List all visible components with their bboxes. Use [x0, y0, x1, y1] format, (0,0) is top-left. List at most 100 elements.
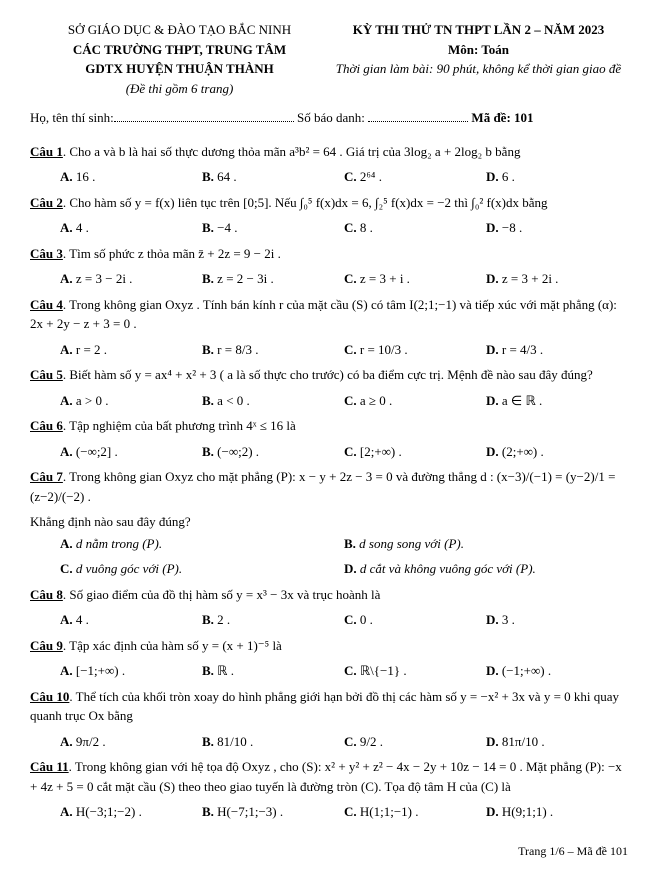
- time-limit: Thời gian làm bài: 90 phút, không kể thờ…: [329, 59, 628, 79]
- q9-label: Câu 9: [30, 638, 63, 653]
- q4-opt-a: A. r = 2 .: [60, 340, 202, 360]
- student-info: Họ, tên thí sinh: Số báo danh: Mã đề: 10…: [30, 108, 628, 128]
- q9-opt-b: B. ℝ .: [202, 661, 344, 681]
- issuer-line3: GDTX HUYỆN THUẬN THÀNH: [30, 59, 329, 79]
- q8-opt-c: C. 0 .: [344, 610, 486, 630]
- q5-text: . Biết hàm số y = ax⁴ + x² + 3 ( a là số…: [63, 367, 593, 382]
- q1-options: A. 16 . B. 64 . C. 2⁶⁴ . D. 6 .: [60, 167, 628, 187]
- q7-sub: Khẳng định nào sau đây đúng?: [30, 512, 628, 532]
- q4-opt-d: D. r = 4/3 .: [486, 340, 628, 360]
- page-footer: Trang 1/6 – Mã đề 101: [30, 842, 628, 860]
- q6-text: . Tập nghiệm của bất phương trình 4ˣ ≤ 1…: [63, 418, 296, 433]
- q2-opt-a: A. 4 .: [60, 218, 202, 238]
- q1-opt-d: D. 6 .: [486, 167, 628, 187]
- name-label: Họ, tên thí sinh:: [30, 110, 114, 125]
- q11-options: A. H(−3;1;−2) . B. H(−7;1;−3) . C. H(1;1…: [60, 802, 628, 822]
- q7-opt-d: D. d cắt và không vuông góc với (P).: [344, 559, 628, 579]
- question-11: Câu 11. Trong không gian với hệ tọa độ O…: [30, 757, 628, 796]
- q5-opt-b: B. a < 0 .: [202, 391, 344, 411]
- question-3: Câu 3. Tìm số phức z thỏa mãn z̄ + 2z = …: [30, 244, 628, 264]
- question-8: Câu 8. Số giao điểm của đồ thị hàm số y …: [30, 585, 628, 605]
- q8-options: A. 4 . B. 2 . C. 0 . D. 3 .: [60, 610, 628, 630]
- q5-opt-a: A. a > 0 .: [60, 391, 202, 411]
- q4-opt-b: B. r = 8/3 .: [202, 340, 344, 360]
- id-field: [368, 121, 468, 122]
- q3-opt-c: C. z = 3 + i .: [344, 269, 486, 289]
- question-1: Câu 1. Cho a và b là hai số thực dương t…: [30, 142, 628, 162]
- q5-label: Câu 5: [30, 367, 63, 382]
- q1-text: . Cho a và b là hai số thực dương thỏa m…: [63, 144, 521, 159]
- name-field: [114, 121, 294, 122]
- q6-opt-b: B. (−∞;2) .: [202, 442, 344, 462]
- q1-label: Câu 1: [30, 144, 63, 159]
- q7-options-row1: A. d nằm trong (P). B. d song song với (…: [60, 534, 628, 554]
- q5-opt-c: C. a ≥ 0 .: [344, 391, 486, 411]
- q11-opt-b: B. H(−7;1;−3) .: [202, 802, 344, 822]
- q7-label: Câu 7: [30, 469, 63, 484]
- q5-options: A. a > 0 . B. a < 0 . C. a ≥ 0 . D. a ∈ …: [60, 391, 628, 411]
- q9-options: A. [−1;+∞) . B. ℝ . C. ℝ\{−1} . D. (−1;+…: [60, 661, 628, 681]
- question-4: Câu 4. Trong không gian Oxyz . Tính bán …: [30, 295, 628, 334]
- q6-label: Câu 6: [30, 418, 63, 433]
- question-10: Câu 10. Thể tích của khối tròn xoay do h…: [30, 687, 628, 726]
- q3-opt-d: D. z = 3 + 2i .: [486, 269, 628, 289]
- q2-options: A. 4 . B. −4 . C. 8 . D. −8 .: [60, 218, 628, 238]
- q9-text: . Tập xác định của hàm số y = (x + 1)⁻⁵ …: [63, 638, 282, 653]
- id-label: Số báo danh:: [297, 110, 365, 125]
- q3-options: A. z = 3 − 2i . B. z = 2 − 3i . C. z = 3…: [60, 269, 628, 289]
- header-right: KỲ THI THỬ TN THPT LẦN 2 – NĂM 2023 Môn:…: [329, 20, 628, 98]
- q10-text: . Thể tích của khối tròn xoay do hình ph…: [30, 689, 619, 724]
- q10-options: A. 9π/2 . B. 81/10 . C. 9/2 . D. 81π/10 …: [60, 732, 628, 752]
- q8-opt-b: B. 2 .: [202, 610, 344, 630]
- question-9: Câu 9. Tập xác định của hàm số y = (x + …: [30, 636, 628, 656]
- question-6: Câu 6. Tập nghiệm của bất phương trình 4…: [30, 416, 628, 436]
- q9-opt-c: C. ℝ\{−1} .: [344, 661, 486, 681]
- q10-opt-d: D. 81π/10 .: [486, 732, 628, 752]
- q1-opt-c: C. 2⁶⁴ .: [344, 167, 486, 187]
- issuer-line1: SỞ GIÁO DỤC & ĐÀO TẠO BẮC NINH: [30, 20, 329, 40]
- q10-opt-a: A. 9π/2 .: [60, 732, 202, 752]
- exam-title: KỲ THI THỬ TN THPT LẦN 2 – NĂM 2023: [329, 20, 628, 40]
- q10-opt-c: C. 9/2 .: [344, 732, 486, 752]
- page-count: (Đề thi gồm 6 trang): [30, 79, 329, 99]
- q3-opt-b: B. z = 2 − 3i .: [202, 269, 344, 289]
- q6-opt-c: C. [2;+∞) .: [344, 442, 486, 462]
- issuer-line2: CÁC TRƯỜNG THPT, TRUNG TÂM: [30, 40, 329, 60]
- q11-label: Câu 11: [30, 759, 69, 774]
- q11-opt-a: A. H(−3;1;−2) .: [60, 802, 202, 822]
- q11-opt-d: D. H(9;1;1) .: [486, 802, 628, 822]
- q7-opt-c: C. d vuông góc với (P).: [60, 559, 344, 579]
- exam-code: Mã đề: 101: [471, 110, 533, 125]
- q4-text: . Trong không gian Oxyz . Tính bán kính …: [30, 297, 617, 332]
- q2-opt-b: B. −4 .: [202, 218, 344, 238]
- q7-options-row2: C. d vuông góc với (P). D. d cắt và khôn…: [60, 559, 628, 579]
- q5-opt-d: D. a ∈ ℝ .: [486, 391, 628, 411]
- q11-text: . Trong không gian với hệ tọa độ Oxyz , …: [30, 759, 622, 794]
- q11-opt-c: C. H(1;1;−1) .: [344, 802, 486, 822]
- q9-opt-a: A. [−1;+∞) .: [60, 661, 202, 681]
- q1-opt-a: A. 16 .: [60, 167, 202, 187]
- subject: Môn: Toán: [329, 40, 628, 60]
- q1-opt-b: B. 64 .: [202, 167, 344, 187]
- q4-options: A. r = 2 . B. r = 8/3 . C. r = 10/3 . D.…: [60, 340, 628, 360]
- question-2: Câu 2. Cho hàm số y = f(x) liên tục trên…: [30, 193, 628, 213]
- q8-label: Câu 8: [30, 587, 63, 602]
- q10-label: Câu 10: [30, 689, 69, 704]
- exam-header: SỞ GIÁO DỤC & ĐÀO TẠO BẮC NINH CÁC TRƯỜN…: [30, 20, 628, 98]
- q10-opt-b: B. 81/10 .: [202, 732, 344, 752]
- q6-opt-d: D. (2;+∞) .: [486, 442, 628, 462]
- q3-text: . Tìm số phức z thỏa mãn z̄ + 2z = 9 − 2…: [63, 246, 281, 261]
- q8-opt-a: A. 4 .: [60, 610, 202, 630]
- q8-text: . Số giao điểm của đồ thị hàm số y = x³ …: [63, 587, 381, 602]
- q9-opt-d: D. (−1;+∞) .: [486, 661, 628, 681]
- q7-opt-a: A. d nằm trong (P).: [60, 534, 344, 554]
- q3-opt-a: A. z = 3 − 2i .: [60, 269, 202, 289]
- q3-label: Câu 3: [30, 246, 63, 261]
- q6-opt-a: A. (−∞;2] .: [60, 442, 202, 462]
- q4-opt-c: C. r = 10/3 .: [344, 340, 486, 360]
- q2-opt-d: D. −8 .: [486, 218, 628, 238]
- q2-text: . Cho hàm số y = f(x) liên tục trên [0;5…: [63, 195, 548, 210]
- question-7: Câu 7. Trong không gian Oxyz cho mặt phẳ…: [30, 467, 628, 506]
- q8-opt-d: D. 3 .: [486, 610, 628, 630]
- q7-opt-b: B. d song song với (P).: [344, 534, 628, 554]
